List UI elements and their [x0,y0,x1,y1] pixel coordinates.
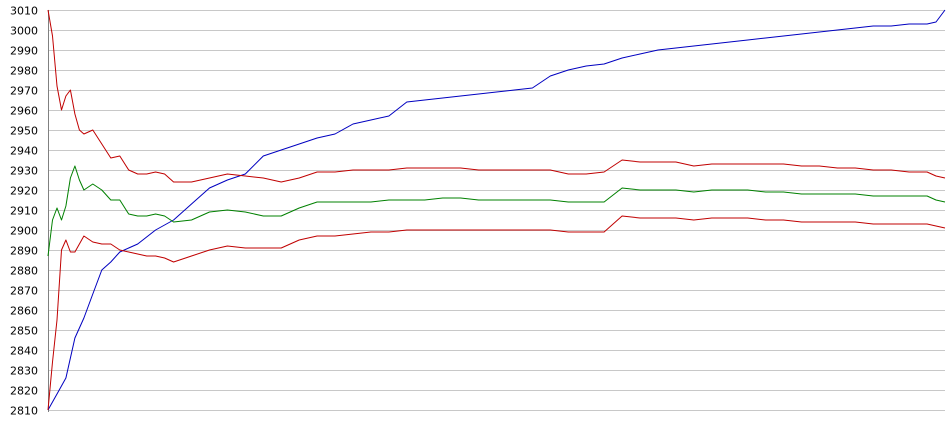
y-tick-label-2930: 2930 [10,165,38,178]
series-line-4 [47,215,946,411]
y-tick-label-2830: 2830 [10,365,38,378]
y-tick-label-2970: 2970 [10,85,38,98]
y-tick-label-2940: 2940 [10,145,38,158]
gridlines [48,10,945,411]
y-tick-label-2950: 2950 [10,125,38,138]
series-line-1 [47,9,946,411]
y-tick-label-2890: 2890 [10,245,38,258]
y-tick-label-2870: 2870 [10,285,38,298]
y-tick-label-2920: 2920 [10,185,38,198]
y-tick-label-2880: 2880 [10,265,38,278]
y-tick-label-2910: 2910 [10,205,38,218]
y-tick-label-2850: 2850 [10,325,38,338]
series-line-2 [47,9,946,183]
y-tick-label-2990: 2990 [10,45,38,58]
y-tick-label-2900: 2900 [10,225,38,238]
y-tick-label-2960: 2960 [10,105,38,118]
y-tick-label-2810: 2810 [10,405,38,418]
y-tick-label-2820: 2820 [10,385,38,398]
y-axis-tick-labels: 2810 2820 2830 2840 2850 2860 2870 2880 2890 2900… [10,5,38,418]
y-tick-label-3000: 3000 [10,25,38,38]
series-line-3 [47,165,946,257]
y-tick-label-2860: 2860 [10,305,38,318]
y-tick-label-3010: 3010 [10,5,38,18]
y-tick-label-2980: 2980 [10,65,38,78]
series-lines [47,9,946,411]
y-tick-label-2840: 2840 [10,345,38,358]
